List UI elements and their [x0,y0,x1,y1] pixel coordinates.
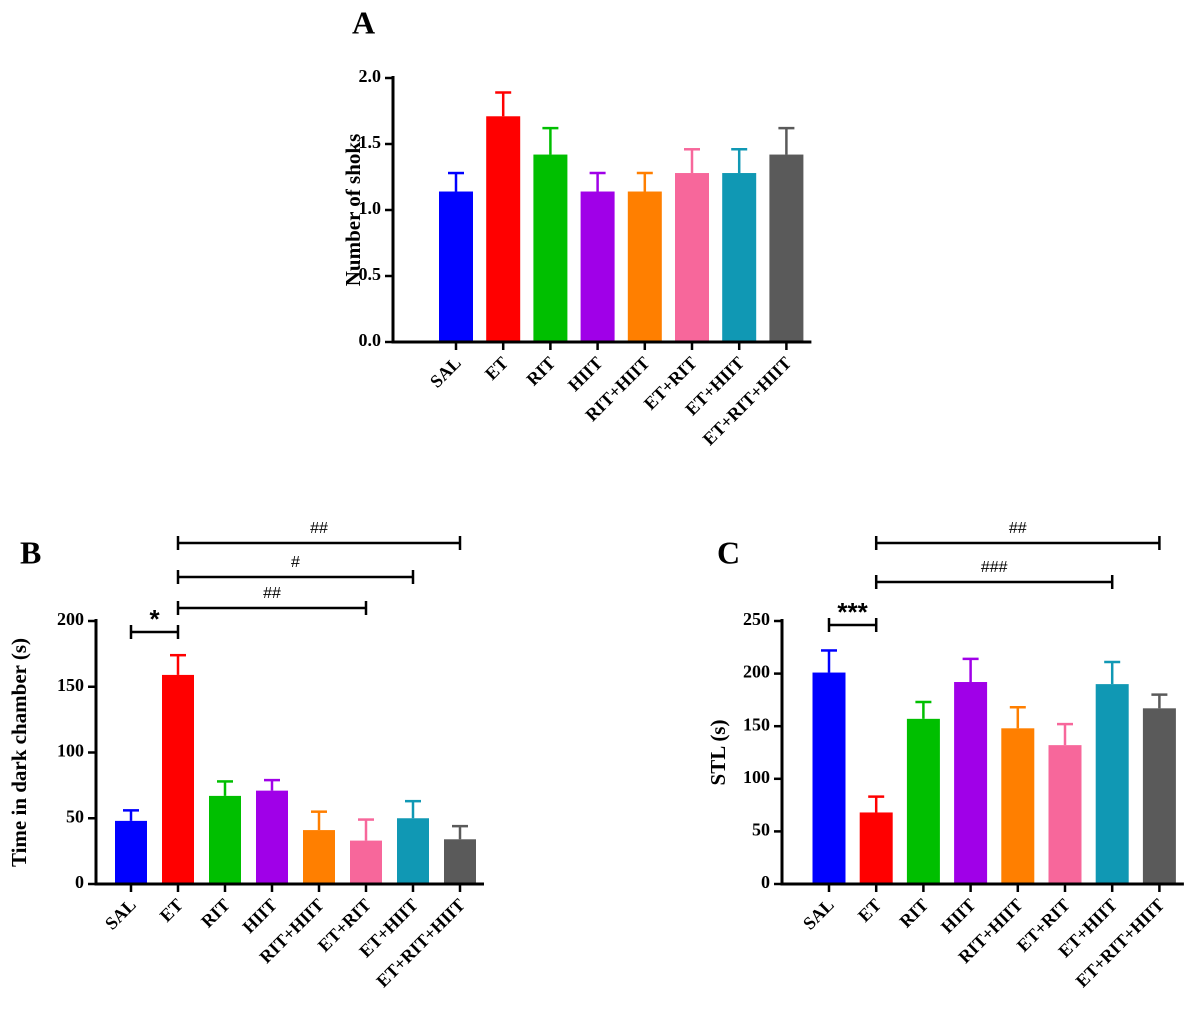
bar-rit [209,795,241,884]
significance-bracket: # [176,554,415,584]
y-tick-label: 100 [743,767,770,787]
y-axis-title: STL (s) [706,720,730,786]
bar-et-rit [350,840,382,884]
y-tick-label: 200 [743,662,770,682]
panel-letter: C [717,534,740,570]
x-tick-label: SAL [799,895,838,934]
significance-label: ## [310,520,328,537]
bar-et-rit-hiit [769,154,804,342]
bar-rit [533,154,568,342]
x-tick-label: HIIT [238,895,280,937]
bar-et [162,674,194,884]
y-tick-label: 0.5 [359,264,382,284]
significance-label: ### [981,559,1008,576]
y-axis-title: Number of shoks [341,134,365,286]
bar-rit-hiit [627,191,662,342]
bar-et-rit [1048,745,1082,884]
panel-letter: A [352,4,375,40]
significance-bracket: ## [874,520,1161,550]
bar-sal [439,191,473,342]
y-tick-label: 2.0 [359,66,382,86]
y-tick-label: 100 [57,741,84,761]
panel-A: A Number of shoks 0.0 0.5 1.0 1.5 2.0 SAL ET RIT H… [341,4,812,449]
x-tick-label: SAL [426,353,465,392]
bar-et-hiit [397,818,429,884]
y-tick-label: 1.5 [359,132,382,152]
y-tick-label: 1.0 [359,198,382,218]
y-tick-label: 50 [752,820,770,840]
y-tick-label: 0 [761,872,770,892]
bar-et [486,116,521,342]
y-axis-title: Time in dark chamber (s) [7,638,31,867]
x-tick-label: ET [854,895,885,926]
significance-label: ## [263,585,281,602]
y-tick-label: 200 [57,609,84,629]
bar-et-rit [675,173,709,342]
y-tick-label: 150 [743,714,770,734]
x-tick-label: HIIT [564,353,606,395]
bar-hiit [256,790,288,884]
panel-B: B Time in dark chamber (s) 0 50 100 150 200 SAL… [7,520,484,991]
x-tick-label: SAL [101,895,140,934]
y-tick-label: 0.0 [359,330,382,350]
significance-bracket: * [129,604,180,639]
bar-et [859,812,893,884]
bar-et-hiit [722,173,757,342]
significance-bracket: ## [176,585,368,615]
y-tick-label: 50 [66,806,84,826]
significance-bracket: *** [827,597,878,632]
significance-label: *** [837,597,868,627]
significance-bracket: ### [874,559,1114,589]
y-tick-label: 250 [743,609,770,629]
x-tick-label: RIT [895,895,932,932]
significance-label: # [291,554,300,571]
significance-label: ## [1009,520,1027,537]
bar-sal [115,820,147,884]
panel-letter: B [20,534,41,570]
bar-hiit [580,191,615,342]
bar-et-hiit [1095,684,1129,884]
y-tick-label: 150 [57,675,84,695]
x-tick-label: RIT [197,895,234,932]
bar-et-rit-hiit [444,839,476,884]
significance-label: * [149,604,160,634]
x-tick-label: HIIT [937,895,979,937]
x-tick-label: ET [481,353,512,384]
bar-hiit [954,682,988,884]
bar-sal [812,672,846,884]
significance-bracket: ## [176,520,462,550]
bar-rit-hiit [303,830,335,884]
bar-rit-hiit [1001,728,1035,884]
x-tick-label: ET [156,895,187,926]
bar-et-rit-hiit [1142,708,1176,884]
y-tick-label: 0 [75,872,84,892]
x-tick-label: RIT [522,353,559,390]
bar-rit [906,718,940,884]
